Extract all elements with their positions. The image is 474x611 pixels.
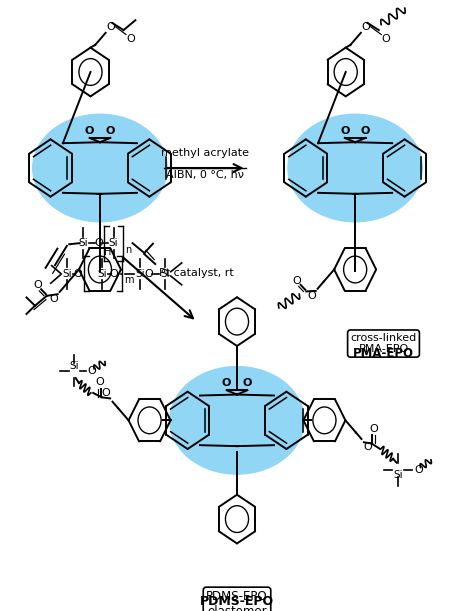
- Text: O: O: [364, 442, 373, 452]
- Text: O: O: [243, 378, 252, 388]
- Text: Si: Si: [393, 470, 403, 480]
- Ellipse shape: [287, 114, 423, 222]
- Text: O: O: [369, 423, 378, 434]
- Text: O: O: [381, 34, 390, 44]
- Text: O: O: [126, 34, 135, 44]
- Text: PMA-EPO: PMA-EPO: [353, 348, 414, 360]
- Text: Si: Si: [97, 269, 107, 279]
- Text: O: O: [33, 280, 42, 290]
- Text: O: O: [307, 291, 316, 301]
- Text: PDMS-EPO
elastomer: PDMS-EPO elastomer: [206, 590, 268, 611]
- Text: H: H: [104, 247, 111, 257]
- Text: Si: Si: [79, 238, 88, 248]
- Text: O: O: [95, 378, 104, 387]
- Text: O: O: [94, 238, 103, 248]
- Text: O: O: [106, 126, 115, 136]
- Text: O: O: [362, 22, 371, 32]
- Text: PDMS-EPO: PDMS-EPO: [200, 595, 274, 608]
- Text: Si: Si: [135, 269, 145, 279]
- Text: O: O: [361, 126, 370, 136]
- Text: O: O: [109, 269, 118, 279]
- Text: O: O: [222, 378, 231, 388]
- Text: Si: Si: [109, 238, 118, 248]
- Text: Si: Si: [62, 269, 72, 279]
- Text: m: m: [125, 276, 134, 285]
- Ellipse shape: [32, 114, 168, 222]
- Text: O: O: [107, 22, 115, 32]
- Text: O: O: [144, 269, 153, 279]
- Text: Si: Si: [160, 269, 170, 279]
- Text: O: O: [340, 126, 349, 136]
- Text: O: O: [101, 389, 110, 398]
- Text: O: O: [88, 366, 96, 376]
- Text: O: O: [74, 269, 82, 279]
- Text: methyl acrylate: methyl acrylate: [161, 148, 249, 158]
- Text: n: n: [126, 245, 132, 255]
- Text: O: O: [293, 276, 301, 286]
- Text: AIBN, 0 °C, hν: AIBN, 0 °C, hν: [166, 170, 244, 180]
- Text: O: O: [85, 126, 94, 136]
- Ellipse shape: [169, 366, 305, 475]
- Text: cross-linked
PMA-EPO: cross-linked PMA-EPO: [350, 333, 417, 354]
- Text: Si: Si: [69, 361, 79, 371]
- Text: O: O: [49, 294, 58, 304]
- Text: O: O: [414, 465, 423, 475]
- Text: Pt catalyst, rt: Pt catalyst, rt: [159, 268, 234, 278]
